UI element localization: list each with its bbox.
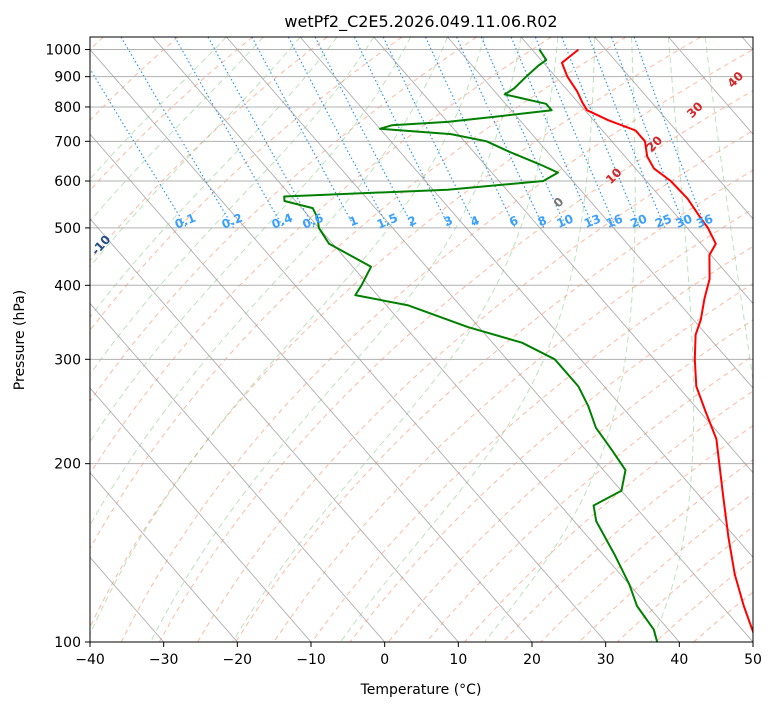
y-axis-label: Pressure (hPa) [12, 290, 28, 390]
skewed-isotherm-line [520, 37, 753, 305]
y-tick-label: 600 [54, 174, 81, 190]
dry-adiabat-line [387, 319, 753, 642]
y-tick-label: 900 [54, 70, 81, 86]
mixing-ratio-line [610, 37, 686, 229]
dry-adiabat-line [120, 49, 753, 642]
moist-adiabat-line [340, 37, 596, 642]
moist-adiabat-line [704, 37, 753, 384]
x-tick-label: 10 [449, 652, 467, 668]
skewed-isotherm-line [226, 37, 753, 642]
mixing-ratio-label: 30 [674, 212, 695, 231]
moist-adiabat-line [90, 37, 448, 527]
y-tick-label: 200 [54, 457, 81, 473]
skewed-isotherm-line [90, 133, 533, 642]
mixing-ratio-line [287, 37, 390, 229]
moist-adiabat-line [90, 37, 338, 318]
mixing-ratio-label: 36 [694, 212, 715, 231]
x-tick-label: 30 [597, 652, 615, 668]
dry-adiabat-line [464, 390, 753, 642]
moist-adiabat-line [90, 37, 375, 376]
x-tick-label: −30 [149, 652, 179, 668]
y-tick-label: 400 [54, 278, 81, 294]
skewed-isotherm-line [299, 37, 753, 559]
skewed-isotherm-line [152, 37, 680, 642]
dry-adiabat-line [90, 37, 328, 262]
profile-series-layer [283, 48, 753, 642]
x-tick-label: 50 [744, 652, 762, 668]
mixing-ratio-label: 25 [653, 212, 674, 231]
skewed-isotherm-line [90, 218, 459, 642]
moist-adiabat-line [90, 37, 227, 180]
skewed-isotherm-line [373, 37, 753, 474]
y-tick-label: 800 [54, 100, 81, 116]
mixing-ratio-line [251, 37, 356, 229]
moist-adiabat-line [484, 37, 636, 642]
moist-adiabat-line [90, 37, 412, 443]
dry-adiabat-line [90, 37, 477, 403]
mixing-ratio-label: 20 [628, 212, 649, 231]
y-tick-label: 100 [54, 635, 81, 651]
dry-adiabat-line [90, 37, 702, 629]
plot-frame [89, 36, 754, 643]
mixing-ratio-line [90, 67, 188, 229]
y-tick-label: 300 [54, 352, 81, 368]
moist-adiabat-line [150, 37, 522, 642]
dry-adiabat-line [90, 37, 253, 192]
y-tick-label: 1000 [45, 43, 81, 59]
x-tick-label: 20 [523, 652, 541, 668]
x-tick-label: −20 [223, 652, 253, 668]
chart-title: wetPf2_C2E5.2026.049.11.06.R02 [284, 12, 557, 32]
axis-ticks-layer: −40 −30 −20 −10 0 10 20 30 40 50 100 200 300 400 500 60… [45, 43, 762, 668]
skewed-isotherm-line [90, 472, 238, 642]
moist-adiabat-line [90, 37, 301, 268]
y-tick-label: 700 [54, 134, 81, 150]
mixing-ratio-line [561, 37, 641, 229]
skewed-isotherm-line [90, 387, 312, 642]
dry-adiabat-line [90, 37, 552, 475]
x-tick-label: −40 [75, 652, 105, 668]
mixing-ratio-label: 10 [555, 212, 576, 231]
y-tick-label: 500 [54, 221, 81, 237]
skewed-isotherms-layer [90, 37, 753, 642]
dry-adiabat-line [158, 90, 753, 642]
skewed-isotherm-line [447, 37, 753, 389]
grid-lines-layer [90, 49, 753, 642]
dew-point-profile-line [283, 49, 659, 642]
skewed-isotherm-line [90, 302, 386, 642]
mixing-ratio-line [588, 37, 666, 229]
moist-adiabat-line [232, 37, 559, 642]
x-tick-label: 40 [670, 652, 688, 668]
x-tick-label: 0 [380, 652, 389, 668]
mixing-ratio-line [207, 37, 315, 229]
skewed-isotherm-line [90, 48, 607, 642]
mixing-ratio-label: 16 [604, 212, 625, 231]
temperature-profile-line [560, 48, 753, 635]
mixing-ratio-label: 13 [582, 212, 603, 231]
mixing-ratio-line [633, 37, 707, 229]
mixing-ratio-line [510, 37, 595, 229]
x-tick-label: −10 [296, 652, 326, 668]
mixing-ratio-line [353, 37, 451, 229]
x-axis-label: Temperature (°C) [360, 682, 482, 698]
dry-adiabat-line [273, 208, 753, 642]
skewed-isotherm-line [594, 37, 753, 220]
